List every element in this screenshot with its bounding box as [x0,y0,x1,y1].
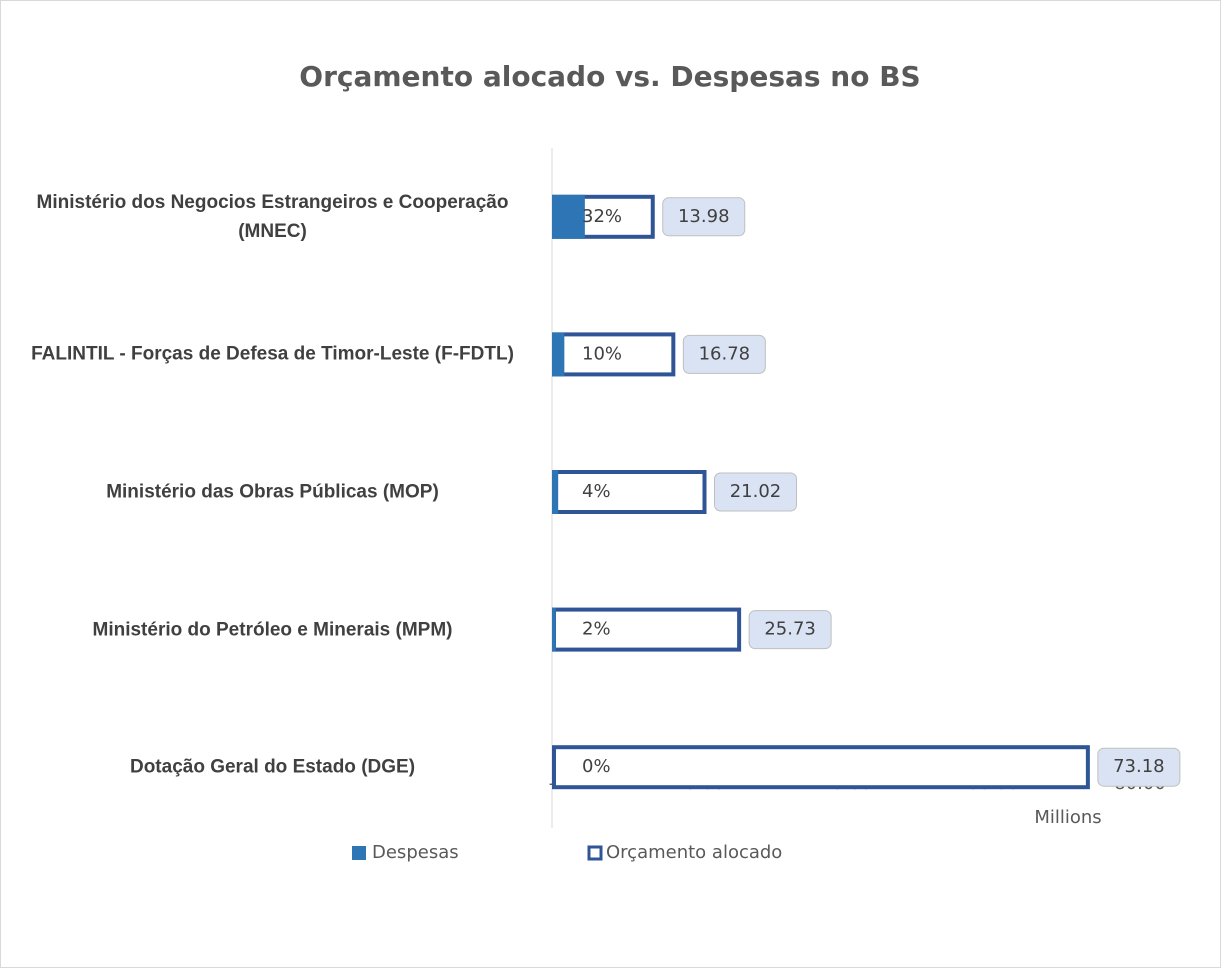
spending-label: 4% [582,481,611,502]
category-label: Ministério do Petróleo e Minerais (MPM) [92,619,453,641]
budget-callout [1097,747,1181,787]
budget-label: 21.02 [730,481,782,502]
legend-swatch [587,845,603,861]
category-label: FALINTIL - Forças de Defesa de Timor-Les… [31,343,514,365]
budget-bar [552,745,1090,790]
budget-label: 13.98 [678,206,730,227]
budget-callout [713,472,797,512]
spending-label: 0% [582,756,611,777]
budget-label: 73.18 [1113,756,1165,777]
budget-callout [682,334,766,374]
x-axis-label: Millions [1034,807,1101,828]
budget-label: 16.78 [699,343,751,364]
spending-bar [552,607,556,652]
spending-label: 32% [582,206,622,227]
budget-label: 25.73 [764,619,816,640]
legend-label: Despesas [372,842,459,863]
category-label: Ministério das Obras Públicas (MOP) [106,481,439,503]
spending-bar [552,470,559,514]
budget-bar [552,332,676,377]
chart-title: Orçamento alocado vs. Despesas no BS [299,60,920,93]
spending-bar [552,194,585,239]
x-tick-label: - [549,773,556,794]
budget-bar [552,470,707,514]
budget-callout [662,197,746,237]
legend-label: Orçamento alocado [606,842,782,863]
spending-label: 2% [582,619,611,640]
budget-callout [748,610,832,650]
budget-bar [552,607,742,652]
legend-swatch [352,846,366,860]
category-label: Ministério dos Negocios Estrangeiros e C… [36,191,509,242]
spending-bar [552,332,565,377]
spending-label: 10% [582,343,622,364]
category-label: Dotação Geral do Estado (DGE) [129,756,416,778]
